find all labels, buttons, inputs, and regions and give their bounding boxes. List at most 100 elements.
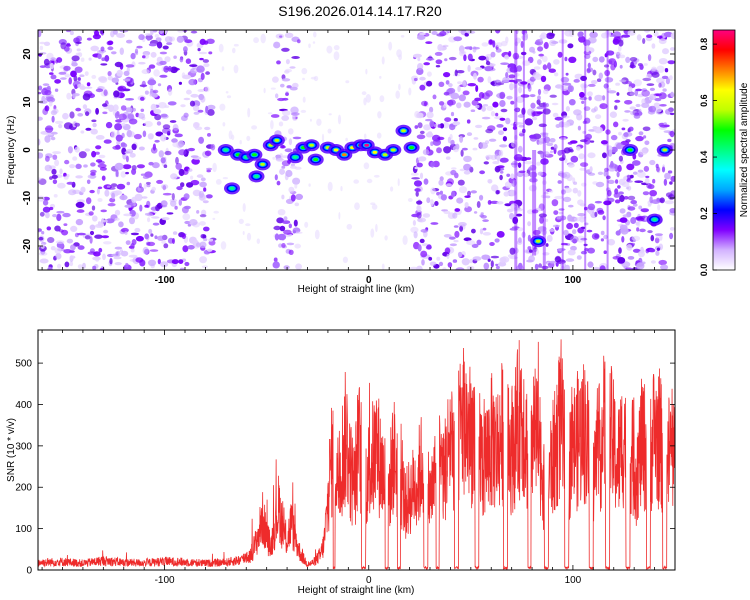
- noise-blob: [480, 212, 484, 215]
- noise-blob: [52, 179, 58, 185]
- noise-blob: [48, 101, 53, 107]
- snr-y-tick-label: 400: [15, 400, 32, 411]
- noise-blob: [494, 238, 500, 243]
- noise-blob: [151, 93, 158, 98]
- noise-blob: [432, 94, 437, 100]
- noise-blob: [205, 194, 213, 199]
- noise-blob: [148, 161, 154, 166]
- noise-blob: [70, 70, 77, 78]
- noise-blob: [97, 163, 107, 168]
- noise-blob: [206, 38, 215, 44]
- noise-blob: [663, 31, 673, 38]
- noise-blob: [102, 219, 108, 223]
- noise-blob: [594, 126, 603, 134]
- noise-blob: [204, 86, 210, 93]
- noise-blob: [279, 168, 285, 175]
- noise-blob: [135, 257, 144, 263]
- noise-blob: [531, 209, 539, 214]
- noise-blob: [294, 243, 302, 249]
- noise-blob: [640, 208, 649, 213]
- noise-blob: [664, 68, 669, 73]
- noise-blob: [162, 45, 169, 50]
- noise-blob: [656, 65, 665, 73]
- noise-blob: [207, 109, 215, 116]
- noise-blob: [38, 30, 42, 38]
- noise-blob: [459, 50, 467, 55]
- noise-blob: [182, 245, 189, 253]
- noise-blob: [496, 231, 505, 238]
- haze-blob: [390, 186, 394, 192]
- noise-blob: [605, 129, 611, 135]
- noise-blob: [542, 64, 548, 71]
- noise-blob: [128, 254, 138, 258]
- noise-blob: [197, 109, 204, 113]
- noise-blob: [425, 41, 433, 44]
- noise-blob: [275, 93, 279, 99]
- noise-blob: [60, 77, 67, 80]
- noise-blob: [618, 45, 622, 52]
- noise-streak: [561, 30, 564, 270]
- noise-blob: [502, 76, 510, 83]
- noise-blob: [38, 138, 41, 146]
- noise-blob: [586, 68, 591, 74]
- noise-blob: [86, 37, 92, 41]
- noise-blob: [203, 40, 209, 45]
- noise-blob: [543, 41, 549, 50]
- noise-blob: [203, 238, 208, 242]
- noise-blob: [419, 238, 425, 244]
- noise-blob: [160, 113, 168, 118]
- noise-blob: [282, 220, 291, 225]
- noise-blob: [467, 64, 471, 72]
- haze-blob: [337, 114, 342, 125]
- noise-blob: [166, 212, 174, 215]
- noise-blob: [288, 128, 294, 135]
- noise-blob: [529, 94, 536, 98]
- noise-blob: [118, 221, 124, 228]
- noise-blob: [662, 48, 669, 55]
- noise-blob: [98, 154, 106, 159]
- noise-blob: [452, 121, 461, 126]
- noise-blob: [83, 164, 88, 168]
- noise-blob: [58, 124, 63, 129]
- noise-blob: [570, 155, 579, 163]
- noise-blob: [416, 205, 422, 213]
- noise-blob: [488, 39, 494, 46]
- noise-blob: [130, 243, 135, 250]
- noise-blob: [160, 261, 169, 268]
- noise-blob: [419, 130, 425, 135]
- noise-blob: [80, 57, 85, 62]
- noise-blob: [614, 188, 619, 195]
- noise-blob: [281, 47, 290, 52]
- noise-blob: [532, 229, 541, 236]
- noise-blob: [516, 213, 523, 217]
- noise-blob: [659, 234, 663, 241]
- noise-blob: [50, 74, 57, 80]
- haze-blob: [312, 41, 316, 44]
- haze-blob: [381, 56, 385, 65]
- haze-blob: [242, 231, 245, 235]
- noise-blob: [74, 146, 80, 153]
- noise-blob: [150, 103, 157, 111]
- noise-blob: [495, 190, 500, 195]
- noise-blob: [482, 232, 491, 236]
- noise-blob: [587, 261, 594, 268]
- snr-xlabel: Height of straight line (km): [298, 585, 415, 596]
- noise-blob: [471, 228, 476, 234]
- noise-blob: [278, 243, 283, 248]
- noise-blob: [417, 63, 424, 71]
- noise-blob: [564, 158, 568, 164]
- noise-blob: [129, 152, 136, 158]
- noise-blob: [481, 254, 491, 260]
- noise-blob: [56, 57, 63, 63]
- haze-blob: [246, 232, 252, 241]
- noise-blob: [184, 39, 193, 44]
- noise-blob: [560, 242, 569, 246]
- noise-blob: [185, 58, 192, 64]
- haze-blob: [310, 76, 317, 80]
- noise-blob: [102, 111, 108, 115]
- noise-blob: [169, 120, 177, 123]
- noise-blob: [580, 83, 587, 89]
- noise-blob: [42, 83, 50, 86]
- noise-blob: [293, 219, 298, 227]
- noise-blob: [603, 170, 607, 177]
